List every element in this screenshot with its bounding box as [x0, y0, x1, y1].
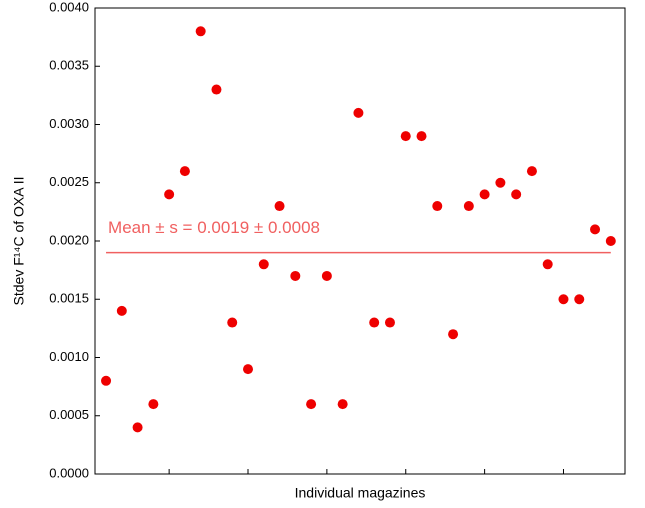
point	[227, 317, 238, 328]
point	[448, 329, 459, 340]
plot-frame	[94, 7, 626, 475]
point	[605, 236, 616, 246]
point	[274, 201, 285, 212]
y-tick-label: 0.0010	[49, 349, 89, 364]
y-axis-label: Stdev F¹⁴C of OXA II	[11, 177, 27, 306]
point	[369, 317, 380, 328]
point	[179, 166, 190, 177]
point	[479, 189, 490, 200]
y-tick-label: 0.0030	[49, 116, 89, 131]
point	[321, 270, 332, 281]
point	[164, 189, 175, 200]
point	[258, 259, 269, 270]
point	[558, 294, 569, 305]
point	[416, 131, 427, 142]
y-tick-label: 0.0035	[49, 58, 89, 73]
x-axis-label: Individual magazines	[295, 485, 426, 501]
point	[101, 375, 112, 386]
point	[148, 399, 159, 410]
point	[195, 26, 206, 37]
point	[495, 177, 506, 188]
y-tick-label: 0.0040	[49, 0, 89, 14]
point	[290, 270, 301, 281]
point	[511, 189, 522, 200]
point	[116, 305, 127, 316]
y-tick-label: 0.0020	[49, 232, 89, 247]
point	[432, 201, 443, 212]
point	[337, 399, 348, 410]
point	[400, 131, 411, 142]
point	[243, 364, 254, 375]
point	[526, 166, 537, 177]
point	[542, 259, 553, 270]
y-tick-label: 0.0005	[49, 407, 89, 422]
point	[463, 201, 474, 212]
y-tick-label: 0.0015	[49, 291, 89, 306]
point	[590, 224, 601, 235]
point	[132, 422, 143, 433]
point	[306, 399, 317, 410]
point	[353, 107, 364, 118]
point	[211, 84, 222, 95]
mean-label: Mean ± s = 0.0019 ± 0.0008	[108, 218, 320, 237]
y-tick-label: 0.0025	[49, 174, 89, 189]
point	[574, 294, 585, 305]
y-tick-label: 0.0000	[49, 465, 89, 480]
point	[384, 317, 395, 328]
